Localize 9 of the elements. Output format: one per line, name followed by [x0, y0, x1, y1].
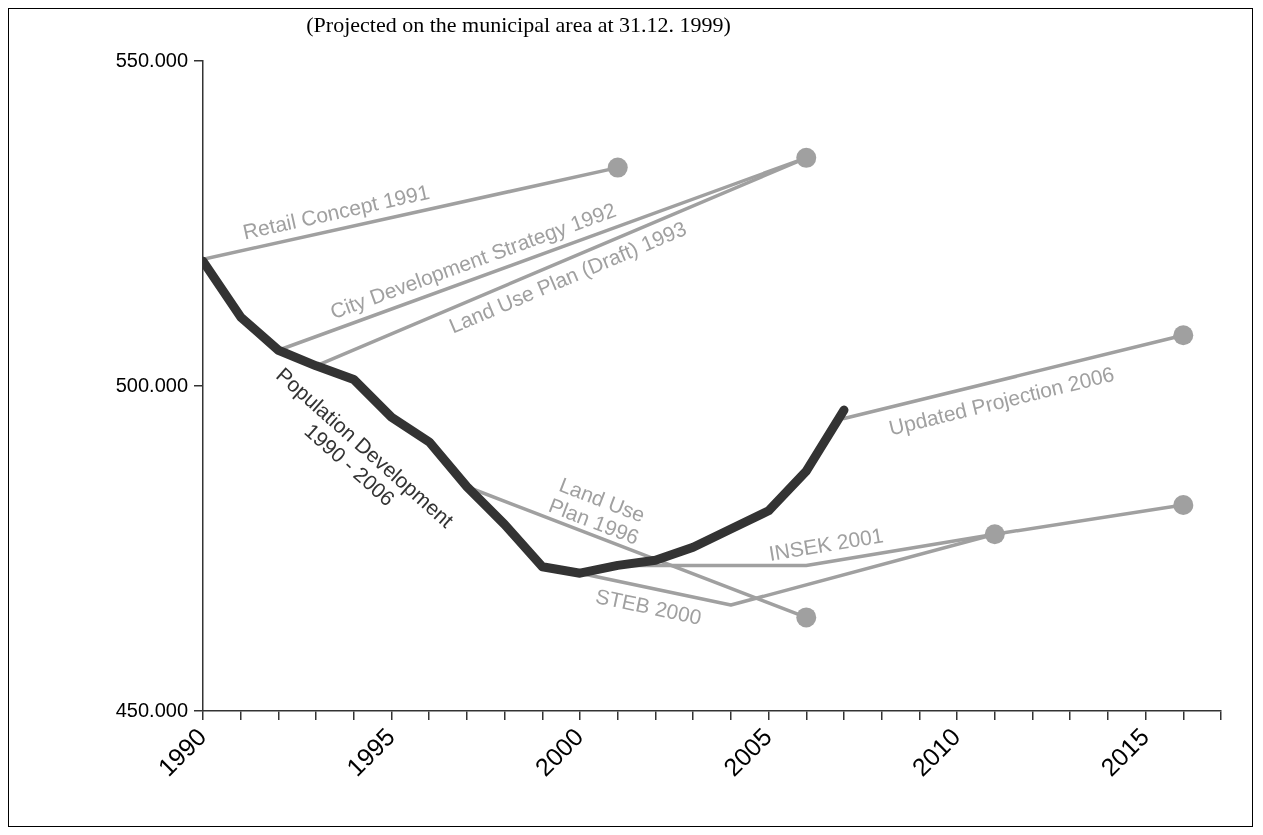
y-tick-label: 550.000: [115, 48, 188, 71]
y-tick-label: 500.000: [115, 373, 188, 396]
text: Retail Concept 1991: [240, 179, 432, 244]
text: Land Use Plan 1996: [545, 472, 649, 549]
text: INSEK 2001: [767, 523, 885, 565]
chart-title: (Projected on the municipal area at 31.12. 1999): [306, 11, 731, 37]
text: STEB 2000: [593, 584, 704, 629]
text: Updated Projection 2006: [886, 362, 1117, 440]
y-tick-label: 450.000: [115, 698, 188, 721]
